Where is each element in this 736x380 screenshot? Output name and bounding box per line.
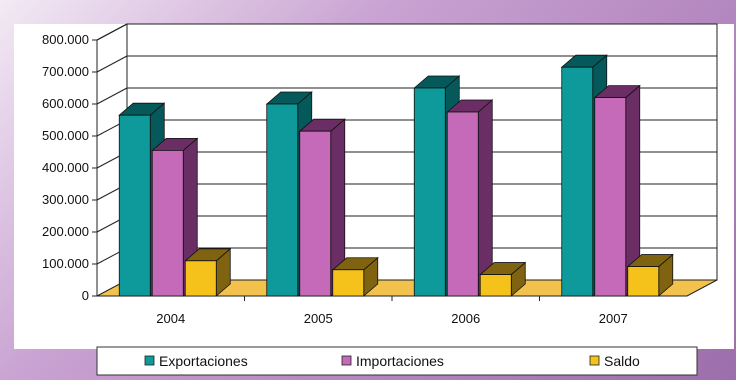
- legend-label-saldo: Saldo: [604, 353, 640, 369]
- bar-front: [561, 66, 594, 297]
- bar-importaciones-2006: [446, 99, 494, 297]
- y-axis-top-edge: [96, 23, 128, 41]
- bar-front: [266, 103, 299, 297]
- bar-front: [479, 274, 512, 297]
- legend-label-importaciones: Importaciones: [356, 353, 444, 369]
- legend-swatch-exportaciones: [144, 355, 155, 366]
- x-category-label: 2004: [156, 311, 185, 326]
- x-category-label: 2005: [304, 311, 333, 326]
- bar-importaciones-2005: [298, 118, 346, 297]
- gridline-side: [96, 55, 128, 73]
- bar-front: [118, 114, 151, 297]
- y-tick-label: 800.000: [42, 32, 89, 47]
- y-tick-label: 300.000: [42, 192, 89, 207]
- bar-front: [627, 266, 660, 297]
- bar-front: [151, 149, 184, 297]
- x-category-label: 2007: [599, 311, 628, 326]
- bar-front: [413, 87, 446, 297]
- y-tick-label: 200.000: [42, 224, 89, 239]
- bar-saldo-2004: [184, 247, 232, 297]
- bar-front: [594, 97, 627, 297]
- bar-front: [299, 130, 332, 297]
- bars: [118, 54, 674, 297]
- legend-label-exportaciones: Exportaciones: [159, 353, 248, 369]
- bar-front: [184, 260, 217, 297]
- bar-saldo-2006: [479, 261, 527, 297]
- bar-importaciones-2007: [593, 84, 641, 297]
- bar-front: [446, 111, 479, 297]
- x-axis-categories: 2004 2005 2006 2007: [156, 296, 628, 326]
- y-tick-label: 700.000: [42, 64, 89, 79]
- y-tick-label: 0: [82, 288, 89, 303]
- y-tick-label: 600.000: [42, 96, 89, 111]
- bar-front: [332, 269, 365, 297]
- bar-saldo-2007: [626, 253, 674, 297]
- y-tick-label: 400.000: [42, 160, 89, 175]
- x-category-label: 2006: [451, 311, 480, 326]
- bar-saldo-2005: [331, 256, 379, 297]
- legend-swatch-saldo: [589, 355, 600, 366]
- y-tick-label: 100.000: [42, 256, 89, 271]
- legend: Exportaciones Importaciones Saldo: [96, 346, 698, 376]
- y-axis-ticks: 0 100.000 200.000 300.000 400.000 500.000 600.…: [42, 32, 97, 303]
- y-tick-label: 500.000: [42, 128, 89, 143]
- legend-swatch-importaciones: [341, 355, 352, 366]
- gridline-side: [96, 87, 128, 105]
